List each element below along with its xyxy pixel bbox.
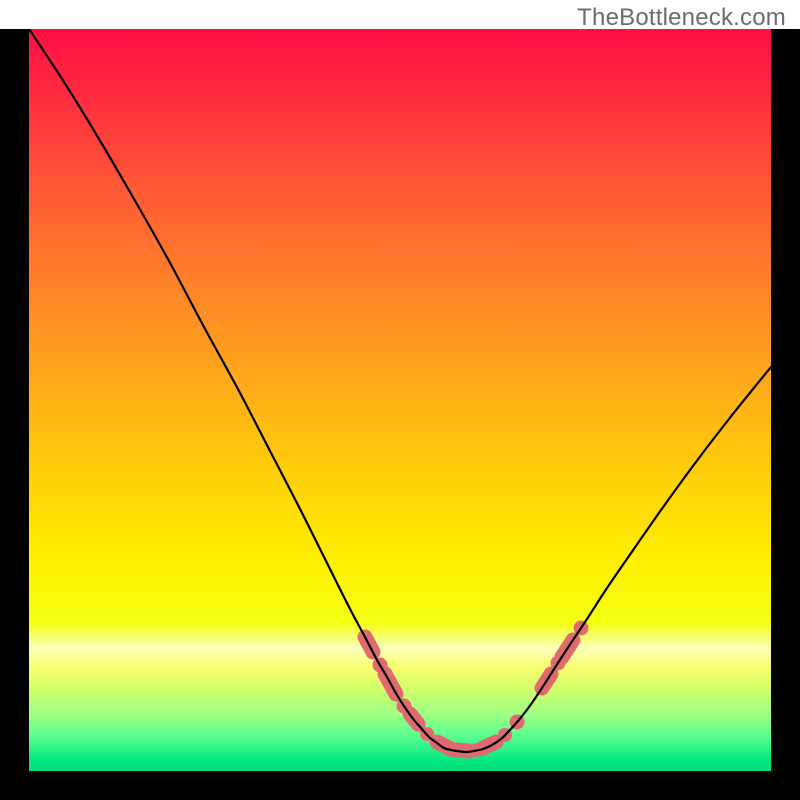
chart-plot-area [29, 29, 771, 771]
chart-svg [29, 29, 771, 771]
chart-frame [0, 29, 800, 800]
watermark-text: TheBottleneck.com [577, 4, 786, 32]
chart-background [29, 29, 771, 771]
